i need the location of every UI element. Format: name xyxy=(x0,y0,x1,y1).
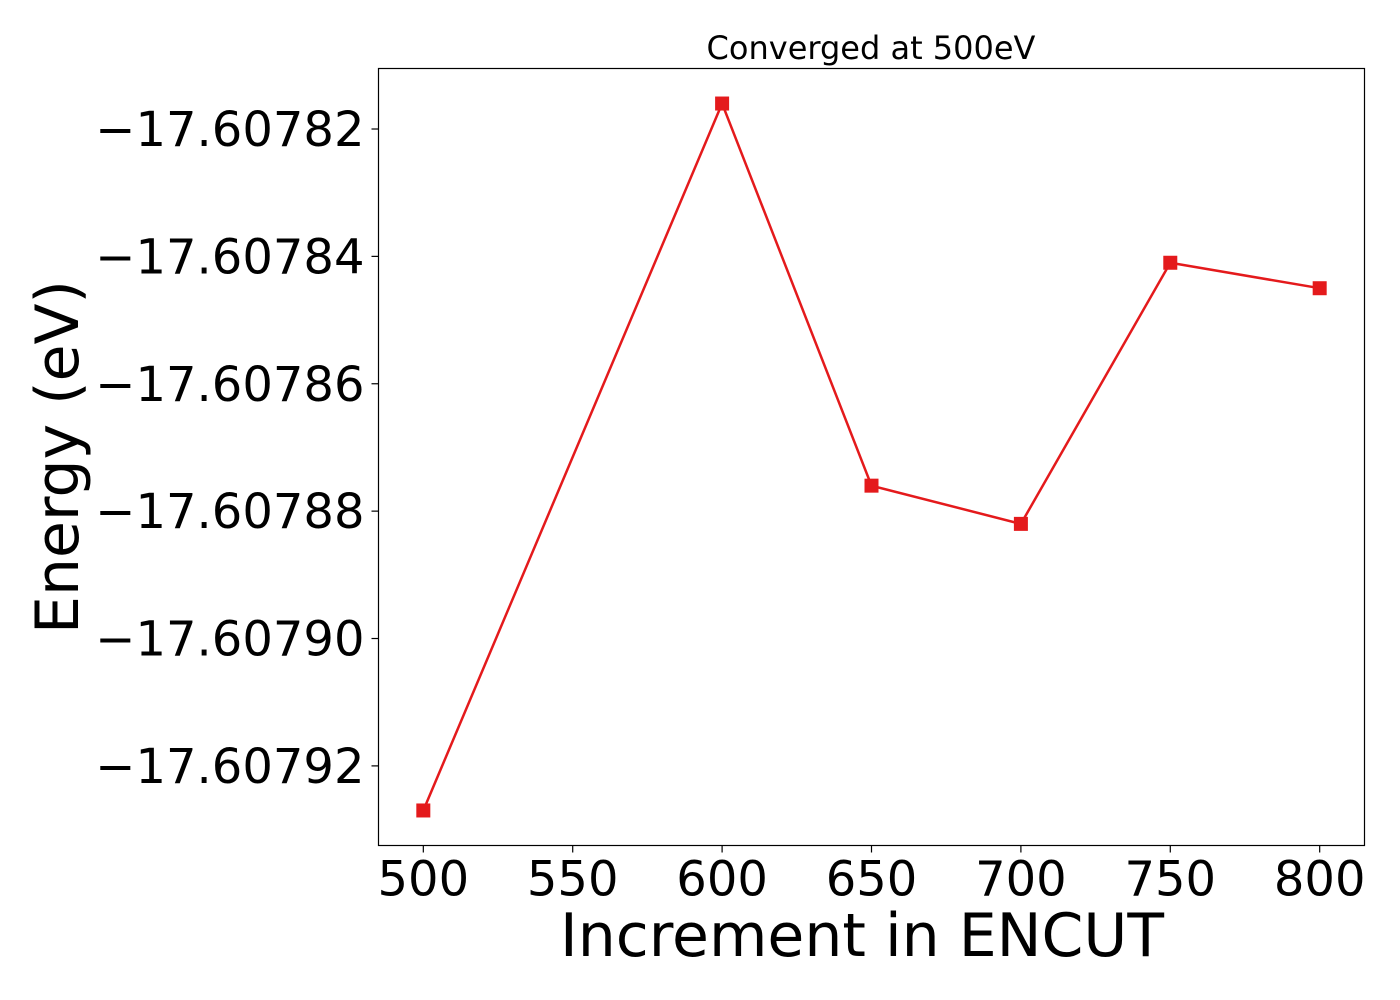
x-tick-label: 550 xyxy=(527,852,619,908)
series-layer xyxy=(416,96,1327,818)
plot-frame xyxy=(377,67,1366,847)
x-tick-label: 700 xyxy=(975,852,1067,908)
chart-title: Converged at 500eV xyxy=(707,29,1036,67)
y-tick-label: −17.60790 xyxy=(95,612,364,668)
x-tick-label: 750 xyxy=(1124,852,1216,908)
data-point-marker xyxy=(1312,281,1327,296)
data-point-marker xyxy=(715,96,730,111)
y-tick-label: −17.60784 xyxy=(95,229,364,285)
x-axis-label: Increment in ENCUT xyxy=(560,901,1164,971)
y-tick-label: −17.60788 xyxy=(95,484,364,540)
y-tick-label: −17.60782 xyxy=(95,102,364,158)
data-point-marker xyxy=(416,803,431,818)
data-point-marker xyxy=(1163,255,1178,270)
series-line xyxy=(422,100,1320,811)
x-tick-label: 650 xyxy=(826,852,918,908)
x-axis-ticks: 500 550 600 650 700 750 800 xyxy=(378,845,1366,908)
y-tick-label: −17.60786 xyxy=(95,357,364,413)
x-tick-label: 600 xyxy=(676,852,768,908)
x-tick-label: 500 xyxy=(378,852,470,908)
x-tick-label: 800 xyxy=(1274,852,1366,908)
y-axis-label: Energy (eV) xyxy=(23,280,93,634)
data-point-marker xyxy=(864,478,879,493)
y-axis-ticks: −17.60792 −17.60790 −17.60788 −17.60786 −17.… xyxy=(95,102,379,795)
y-tick-label: −17.60792 xyxy=(95,739,364,795)
data-point-marker xyxy=(1013,516,1028,531)
